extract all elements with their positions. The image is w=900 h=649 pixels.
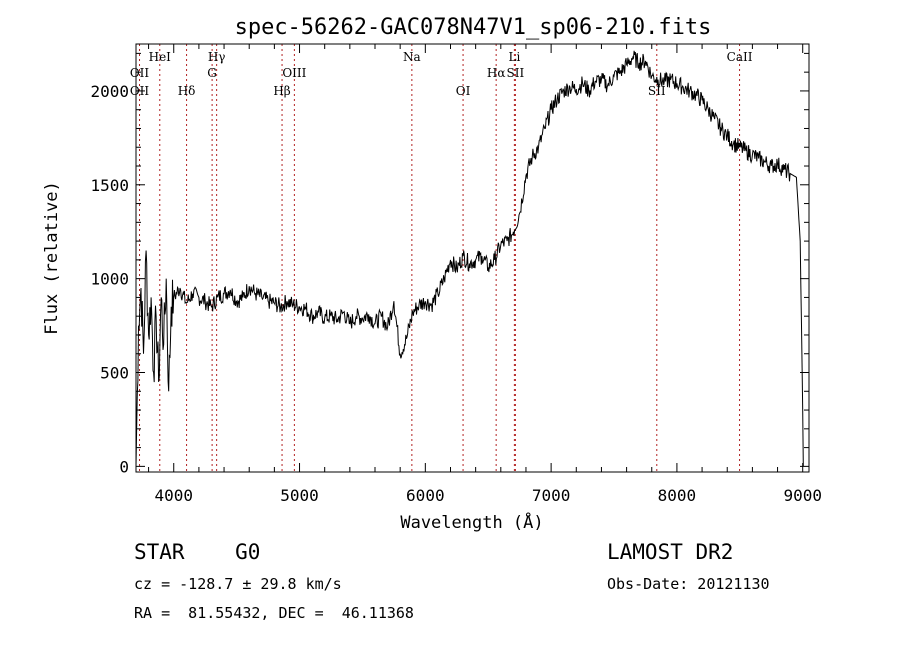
spectrum-series-line	[135, 50, 804, 467]
redshift-velocity: cz = -128.7 ± 29.8 km/s	[134, 575, 342, 593]
spectral-line-label: Na	[403, 50, 421, 64]
plot-frame	[135, 43, 810, 473]
spectral-line-label: Li	[508, 50, 520, 64]
chart-title: spec-56262-GAC078N47V1_sp06-210.fits	[235, 15, 712, 40]
coordinates: RA = 81.55432, DEC = 46.11368	[134, 604, 414, 622]
observation-date: Obs-Date: 20121130	[607, 575, 770, 593]
x-tick-label: 4000	[154, 486, 193, 505]
spectral-line-markers	[139, 44, 741, 472]
y-axis: 0 500 1000 1500 2000	[90, 52, 809, 476]
y-tick-label: 0	[119, 457, 129, 476]
spectral-line-label: Hγ	[208, 50, 226, 64]
spectral-line-label: OIII	[282, 66, 306, 80]
spectral-line-label: OII	[130, 66, 150, 80]
x-tick-label: 8000	[658, 486, 697, 505]
x-tick-label: 6000	[406, 486, 445, 505]
x-axis-label: Wavelength (Å)	[400, 511, 543, 533]
y-axis-label: Flux (relative)	[42, 181, 62, 335]
spectral-line-label: CaII	[727, 50, 753, 64]
spectral-line-label: SII	[648, 84, 666, 98]
spectral-line-label: Hα	[487, 66, 506, 80]
y-tick-label: 500	[100, 364, 129, 383]
spectral-line-label: SII	[507, 66, 525, 80]
spectral-line-label: HeI	[149, 50, 172, 64]
spectral-line-label: G	[207, 66, 217, 80]
x-tick-label: 5000	[280, 486, 319, 505]
object-type: STAR G0	[134, 540, 261, 564]
x-tick-label: 9000	[783, 486, 822, 505]
x-axis: 4000 5000 6000 7000 8000 9000	[148, 44, 822, 505]
spectral-line-label: Hδ	[178, 84, 196, 98]
x-tick-label: 7000	[532, 486, 571, 505]
spectral-line-label: Hβ	[273, 84, 290, 98]
y-tick-label: 1500	[90, 176, 129, 195]
y-tick-label: 2000	[90, 82, 129, 101]
survey-name: LAMOST DR2	[607, 540, 734, 564]
spectral-line-label: OI	[456, 84, 471, 98]
y-tick-label: 1000	[90, 270, 129, 289]
